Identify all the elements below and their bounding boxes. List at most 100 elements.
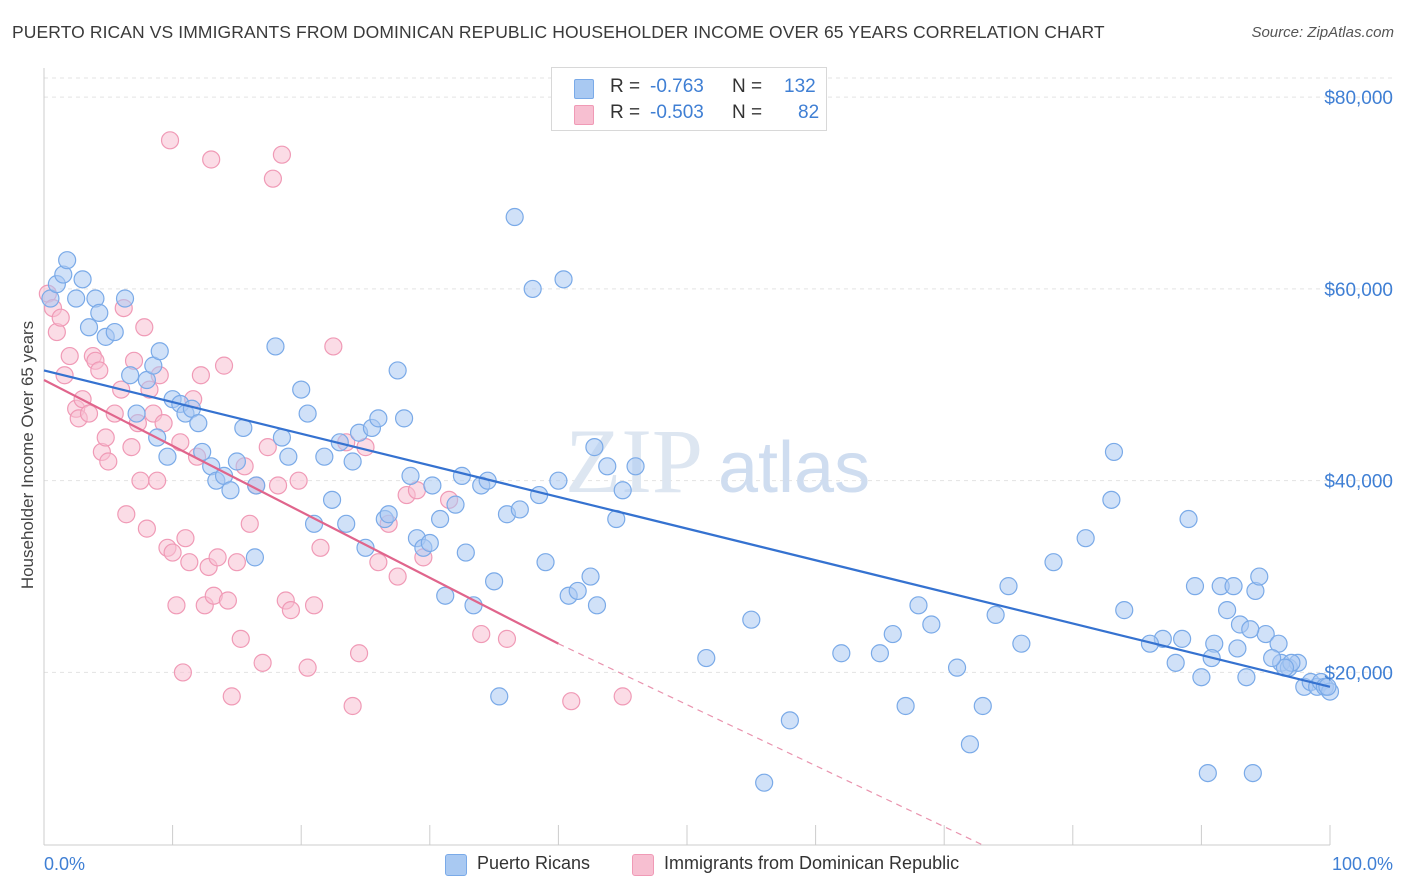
- data-point: [742, 610, 761, 629]
- legend-label: Puerto Ricans: [477, 853, 591, 873]
- data-point: [549, 471, 568, 490]
- legend-r-label: R =: [610, 102, 641, 123]
- data-point: [1192, 668, 1211, 687]
- data-point: [58, 251, 77, 270]
- data-point: [96, 428, 115, 447]
- watermark-atlas: atlas: [718, 428, 870, 508]
- data-point: [90, 361, 109, 380]
- correlation-legend: R = -0.763 N = 132 R = -0.503 N = 82: [551, 67, 827, 131]
- data-point: [446, 495, 465, 514]
- data-point: [388, 361, 407, 380]
- data-point: [227, 452, 246, 471]
- data-point: [272, 428, 292, 447]
- data-point: [90, 303, 109, 322]
- data-point: [1243, 763, 1262, 783]
- data-point: [148, 471, 167, 490]
- data-point: [388, 567, 407, 586]
- data-point: [1198, 763, 1217, 783]
- data-point: [423, 476, 442, 495]
- data-point: [349, 644, 369, 663]
- data-point: [1218, 601, 1237, 620]
- chart-source: Source: ZipAtlas.com: [1251, 24, 1394, 41]
- data-point: [1102, 490, 1121, 509]
- data-point: [322, 490, 342, 509]
- data-point: [1224, 577, 1243, 596]
- data-point: [986, 605, 1005, 625]
- data-point: [1228, 639, 1247, 658]
- data-point: [115, 289, 135, 308]
- data-point: [189, 414, 208, 433]
- data-point: [222, 687, 241, 706]
- legend-r-label: R =: [610, 76, 641, 97]
- trend-line: [43, 369, 1331, 688]
- data-point: [1185, 577, 1205, 596]
- x-tick-label: 0.0%: [44, 854, 85, 874]
- data-point: [613, 687, 632, 706]
- data-point: [401, 466, 420, 485]
- data-point: [1076, 529, 1095, 548]
- data-point: [613, 481, 632, 500]
- data-point: [67, 289, 86, 308]
- data-point: [510, 500, 529, 519]
- data-point: [245, 548, 265, 567]
- data-point: [343, 696, 362, 716]
- data-point: [281, 601, 301, 620]
- legend-label: Immigrants from Dominican Republic: [664, 853, 960, 873]
- y-tick-label: $60,000: [1324, 280, 1393, 301]
- legend-swatch-blue: [445, 854, 467, 876]
- data-point: [1237, 668, 1256, 687]
- data-point: [122, 438, 141, 457]
- data-point: [485, 572, 504, 591]
- data-point: [73, 270, 92, 289]
- data-point: [79, 318, 99, 337]
- legend-n-label: N =: [732, 76, 763, 97]
- data-point: [289, 471, 308, 490]
- legend-r-value: -0.763: [650, 76, 704, 97]
- legend-n-value: 132: [784, 76, 816, 97]
- data-point: [150, 342, 169, 361]
- data-point: [1250, 567, 1269, 586]
- y-tick-label: $40,000: [1324, 472, 1393, 493]
- y-axis-label: Householder Income Over 65 years: [18, 321, 37, 589]
- data-point: [883, 624, 902, 644]
- data-point: [231, 629, 250, 648]
- data-point: [79, 404, 99, 423]
- data-point: [1241, 620, 1260, 639]
- data-point: [1179, 509, 1198, 529]
- data-point: [581, 567, 600, 586]
- data-point: [51, 308, 70, 327]
- data-point: [268, 476, 288, 495]
- data-point: [598, 457, 617, 476]
- data-point: [1044, 553, 1063, 572]
- legend-swatch-blue: [574, 79, 594, 99]
- legend-n-value: 82: [798, 102, 820, 123]
- data-point: [105, 322, 124, 342]
- data-point: [158, 447, 177, 466]
- data-point: [947, 658, 967, 677]
- legend-swatch-pink: [574, 105, 594, 125]
- data-point: [1104, 442, 1124, 462]
- data-point: [266, 337, 285, 356]
- data-point: [135, 318, 154, 337]
- series-puerto-ricans-points: [41, 207, 1340, 792]
- data-point: [420, 533, 439, 553]
- data-point: [585, 438, 604, 457]
- data-point: [253, 653, 272, 672]
- data-point: [221, 481, 240, 500]
- y-tick-label: $80,000: [1324, 88, 1393, 109]
- y-tick-label: $20,000: [1324, 663, 1393, 684]
- data-point: [227, 553, 246, 572]
- data-point: [369, 409, 388, 428]
- data-point: [536, 553, 555, 572]
- data-point: [163, 543, 182, 562]
- data-point: [180, 553, 199, 572]
- data-point: [167, 596, 186, 615]
- data-point: [298, 658, 317, 677]
- data-point: [343, 452, 362, 471]
- data-point: [214, 356, 234, 375]
- data-point: [755, 773, 774, 792]
- data-point: [960, 735, 980, 754]
- x-tick-label: 100.0%: [1332, 854, 1393, 874]
- trend-lines: [43, 369, 1331, 846]
